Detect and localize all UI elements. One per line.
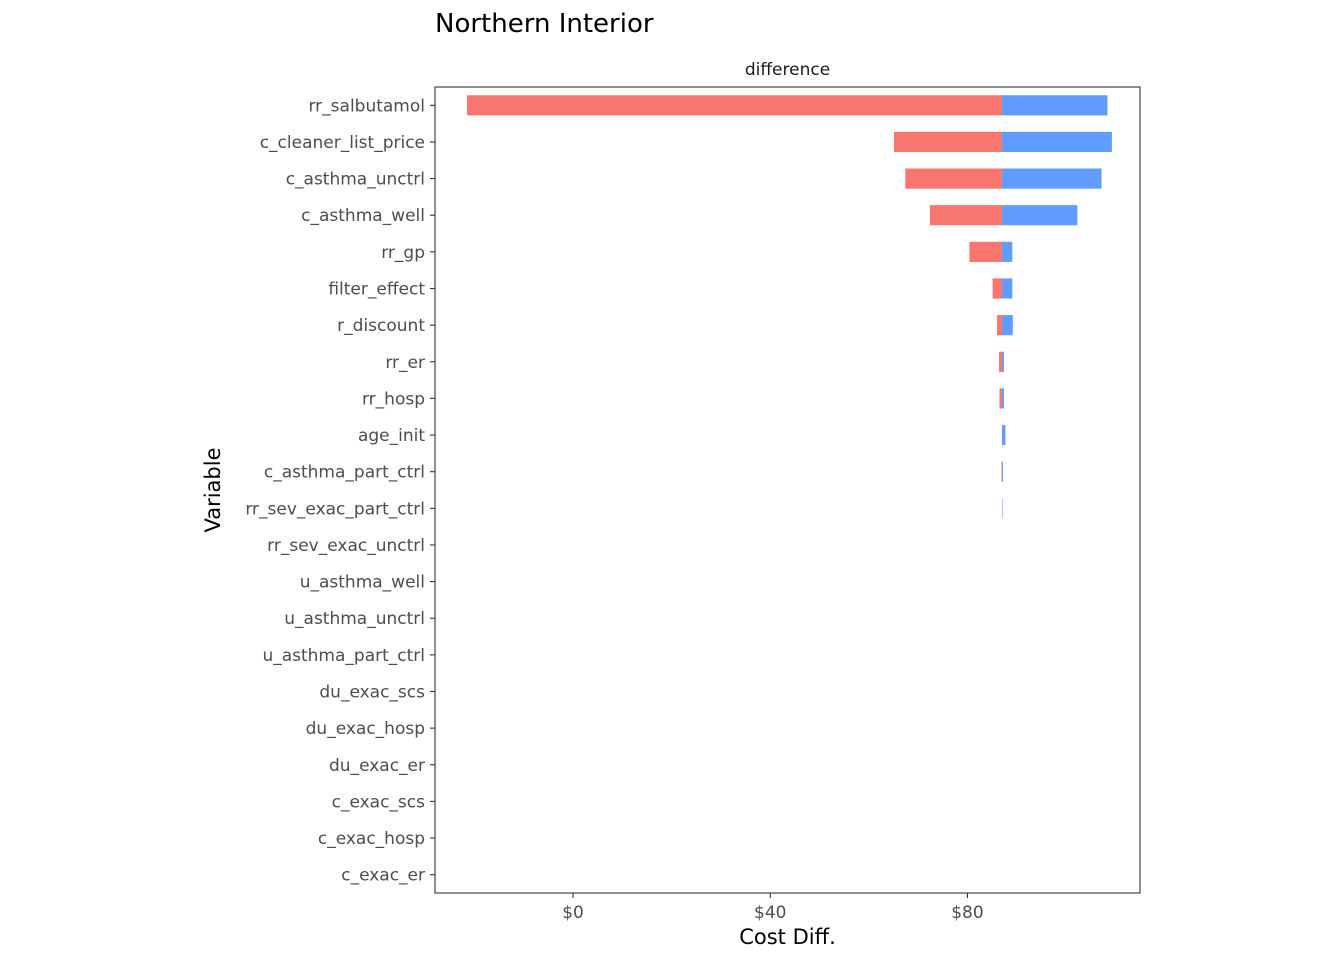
- y-tick-label: du_exac_scs: [319, 683, 425, 703]
- y-tick-label: c_asthma_well: [301, 206, 425, 226]
- y-tick-label: c_asthma_part_ctrl: [264, 463, 425, 483]
- bar-low-c_asthma_well: [929, 205, 1002, 226]
- y-tick-label: c_exac_hosp: [318, 829, 425, 849]
- bar-low-r_discount: [997, 315, 1002, 336]
- y-tick-label: rr_sev_exac_unctrl: [267, 536, 425, 556]
- y-tick-label: du_exac_hosp: [306, 719, 425, 739]
- y-tick-label: u_asthma_unctrl: [284, 609, 425, 629]
- y-tick-label: c_asthma_unctrl: [286, 170, 425, 190]
- y-tick-label: rr_gp: [381, 243, 425, 263]
- y-tick-label: u_asthma_well: [300, 573, 425, 593]
- bar-high-c_asthma_well: [1001, 205, 1078, 226]
- y-tick-label: rr_er: [385, 353, 425, 373]
- y-axis: rr_salbutamol c_cleaner_list_price c_asthm…: [245, 96, 435, 886]
- panel-border: [434, 86, 1141, 894]
- bar-high-rr_hosp: [1001, 388, 1004, 409]
- x-axis-title: Cost Diff.: [739, 925, 836, 949]
- bar-high-c_cleaner_list_price: [1001, 131, 1112, 153]
- bar-high-rr_salbutamol: [1001, 95, 1108, 116]
- y-axis-title: Variable: [201, 447, 225, 532]
- y-tick-label: u_asthma_part_ctrl: [262, 646, 425, 666]
- y-tick-label: du_exac_er: [329, 756, 425, 776]
- bar-low-rr_er: [999, 351, 1002, 372]
- bar-low-rr_salbutamol: [467, 95, 1002, 116]
- y-tick-label: age_init: [358, 426, 425, 446]
- bar-high-c_asthma_unctrl: [1001, 168, 1102, 189]
- bar-low-c_asthma_unctrl: [905, 168, 1002, 189]
- y-tick-label: r_discount: [337, 316, 425, 336]
- bar-low-rr_gp: [969, 241, 1002, 262]
- y-tick-label: rr_hosp: [362, 389, 425, 409]
- y-tick-label: c_exac_er: [341, 866, 425, 886]
- x-tick-label: $0: [562, 903, 584, 923]
- bars-layer: [467, 95, 1112, 519]
- bar-low-rr_hosp: [999, 388, 1002, 409]
- y-tick-label: c_exac_scs: [332, 792, 426, 812]
- chart-title: Northern Interior: [435, 9, 654, 39]
- facet-label: difference: [745, 60, 830, 80]
- bar-high-r_discount: [1001, 315, 1013, 336]
- bar-low-c_cleaner_list_price: [893, 131, 1002, 153]
- y-tick-label: c_cleaner_list_price: [260, 133, 425, 153]
- y-tick-label: filter_effect: [328, 280, 425, 300]
- bar-high-rr_er: [1001, 351, 1004, 372]
- x-tick-label: $40: [754, 903, 786, 923]
- y-tick-label: rr_sev_exac_part_ctrl: [245, 499, 425, 519]
- bar-high-filter_effect: [1001, 278, 1013, 299]
- x-tick-label: $80: [951, 903, 983, 923]
- x-axis: $0 $40 $80: [562, 893, 984, 923]
- bar-low-filter_effect: [992, 278, 1002, 299]
- y-tick-label: rr_salbutamol: [308, 96, 425, 116]
- bar-high-age_init: [1001, 424, 1006, 446]
- bar-high-c_asthma_part_ctrl: [1001, 461, 1003, 482]
- bar-high-rr_gp: [1001, 241, 1013, 262]
